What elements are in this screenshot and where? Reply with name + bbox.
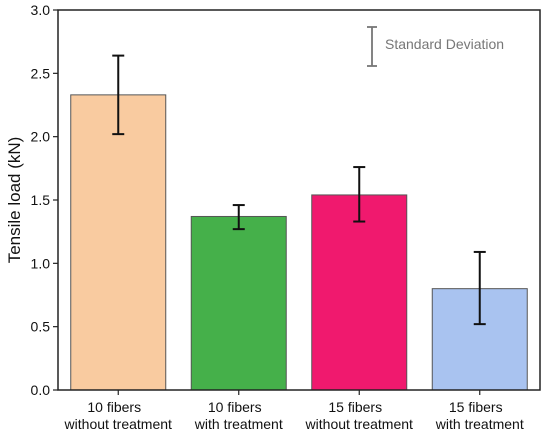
y-tick-label: 1.0: [31, 255, 51, 271]
error-bar: [232, 204, 245, 231]
legend: Standard Deviation: [367, 26, 504, 67]
x-category-label: without treatment: [64, 416, 172, 432]
bar: [190, 215, 287, 391]
x-category-label: 10 fibers: [208, 399, 262, 415]
legend-errorbar-symbol: [367, 26, 377, 67]
x-category-label: with treatment: [435, 416, 524, 432]
y-axis-title: Tensile load (kN): [5, 137, 24, 264]
error-bar: [353, 166, 366, 223]
y-tick-label: 3.0: [31, 2, 51, 18]
error-bar: [473, 250, 486, 326]
y-tick-label: 2.5: [31, 65, 51, 81]
y-axis-ticks: 0.0 0.5 1.0 1.5 2.0 2.5 3.0: [31, 2, 58, 398]
bars: [70, 94, 528, 391]
plot-frame: [57, 9, 541, 391]
x-category-label: 10 fibers: [87, 399, 141, 415]
y-tick-label: 0.5: [31, 319, 51, 335]
x-category-label: without treatment: [305, 416, 413, 432]
y-tick-label: 2.0: [31, 129, 51, 145]
bar: [311, 194, 408, 391]
y-tick-label: 1.5: [31, 192, 51, 208]
y-tick-label: 0.0: [31, 382, 51, 398]
error-bar: [112, 54, 125, 136]
x-category-label: with treatment: [194, 416, 283, 432]
legend-label: Standard Deviation: [385, 36, 504, 52]
error-bars: [112, 54, 486, 326]
bar: [70, 94, 167, 391]
x-category-label: 15 fibers: [328, 399, 382, 415]
x-category-label: 15 fibers: [449, 399, 503, 415]
